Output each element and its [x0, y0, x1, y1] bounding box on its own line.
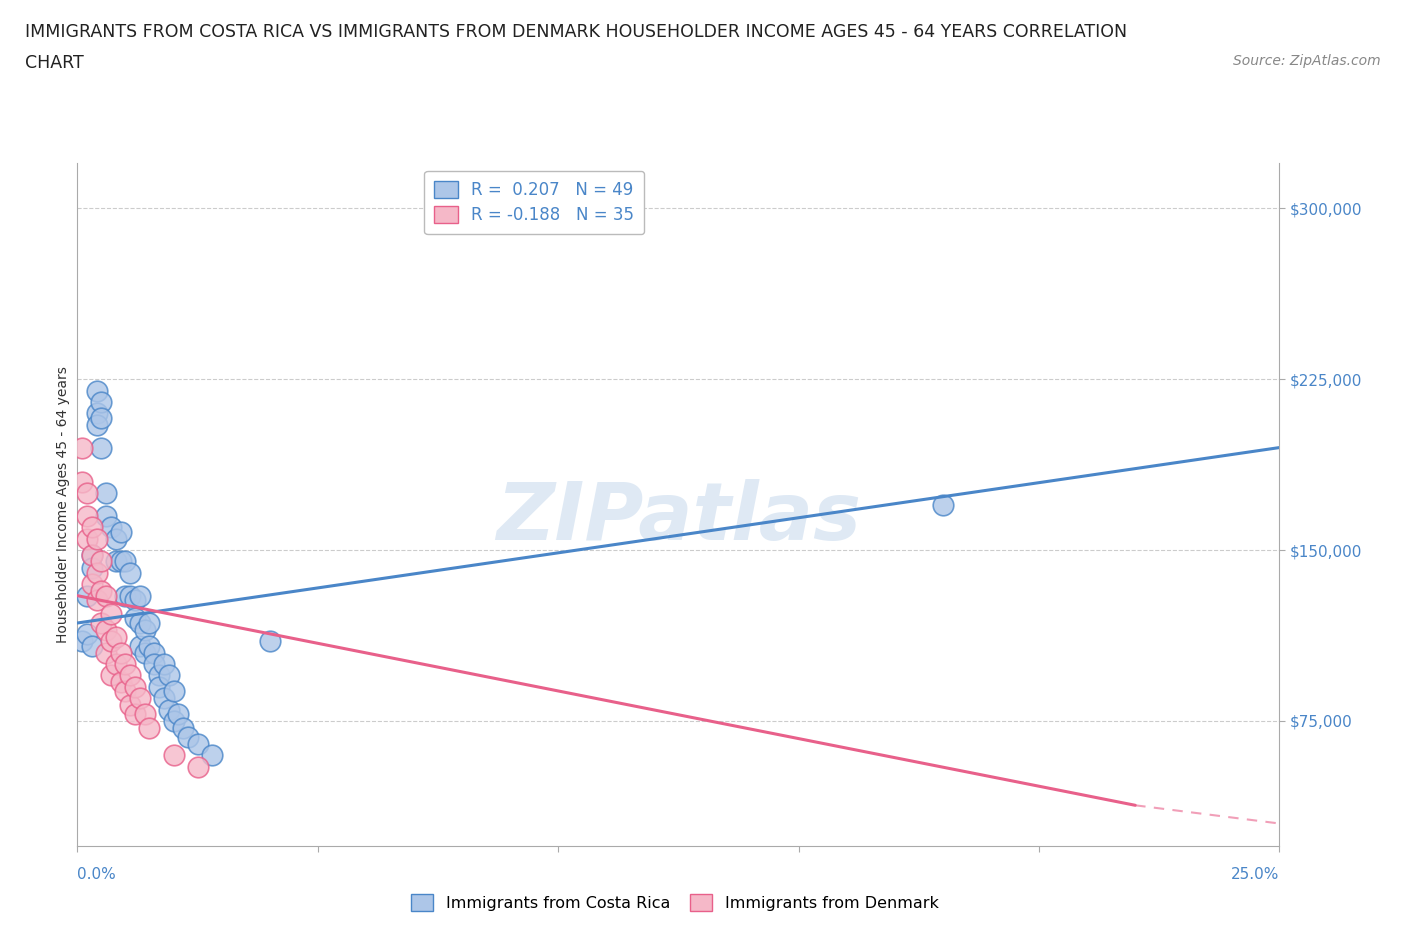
Text: 25.0%: 25.0% [1232, 867, 1279, 882]
Point [104, 554, 127, 569]
Point [114, 554, 136, 569]
Point [120, 565, 142, 580]
Point [100, 668, 122, 683]
Point [80, 547, 103, 562]
Point [104, 531, 127, 546]
Point [76, 627, 98, 642]
Point [96, 645, 118, 660]
Point [120, 589, 142, 604]
Point [148, 668, 170, 683]
Point [104, 657, 127, 671]
Point [90, 584, 112, 599]
Point [80, 638, 103, 653]
Text: IMMIGRANTS FROM COSTA RICA VS IMMIGRANTS FROM DENMARK HOUSEHOLDER INCOME AGES 45: IMMIGRANTS FROM COSTA RICA VS IMMIGRANTS… [25, 23, 1128, 41]
Point [114, 684, 136, 698]
Point [100, 634, 122, 649]
Point [157, 702, 180, 717]
Point [124, 679, 146, 694]
Point [134, 622, 156, 637]
Point [177, 729, 200, 744]
Point [148, 679, 170, 694]
Point [114, 589, 136, 604]
Point [186, 737, 209, 751]
Point [80, 561, 103, 576]
Point [114, 657, 136, 671]
Point [96, 622, 118, 637]
Point [80, 577, 103, 591]
Point [86, 383, 108, 398]
Point [90, 440, 112, 455]
Point [110, 645, 132, 660]
Point [172, 721, 194, 736]
Point [90, 394, 112, 409]
Point [157, 668, 180, 683]
Point [153, 691, 176, 706]
Point [128, 616, 150, 631]
Point [162, 684, 184, 698]
Point [138, 616, 160, 631]
Point [90, 554, 112, 569]
Point [138, 638, 160, 653]
Point [76, 531, 98, 546]
Point [70, 634, 93, 649]
Point [128, 589, 150, 604]
Legend: Immigrants from Costa Rica, Immigrants from Denmark: Immigrants from Costa Rica, Immigrants f… [405, 888, 945, 917]
Point [70, 440, 93, 455]
Point [100, 520, 122, 535]
Text: CHART: CHART [25, 54, 84, 72]
Text: 0.0%: 0.0% [77, 867, 117, 882]
Point [124, 611, 146, 626]
Point [124, 592, 146, 607]
Point [167, 707, 190, 722]
Point [128, 638, 150, 653]
Point [104, 630, 127, 644]
Point [134, 707, 156, 722]
Point [86, 406, 108, 421]
Point [96, 589, 118, 604]
Point [932, 498, 955, 512]
Point [70, 474, 93, 489]
Point [186, 759, 209, 774]
Point [143, 645, 166, 660]
Point [162, 748, 184, 763]
Point [76, 589, 98, 604]
Point [86, 592, 108, 607]
Point [90, 410, 112, 425]
Point [128, 691, 150, 706]
Point [124, 707, 146, 722]
Point [259, 634, 281, 649]
Point [153, 657, 176, 671]
Point [80, 547, 103, 562]
Point [134, 645, 156, 660]
Point [110, 675, 132, 690]
Point [96, 509, 118, 524]
Point [86, 565, 108, 580]
Point [80, 520, 103, 535]
Point [86, 531, 108, 546]
Point [143, 657, 166, 671]
Point [76, 485, 98, 500]
Point [110, 525, 132, 539]
Point [96, 485, 118, 500]
Text: Source: ZipAtlas.com: Source: ZipAtlas.com [1233, 54, 1381, 68]
Point [201, 748, 224, 763]
Point [120, 698, 142, 712]
Text: ZIPatlas: ZIPatlas [496, 479, 860, 557]
Point [100, 606, 122, 621]
Point [76, 509, 98, 524]
Point [138, 721, 160, 736]
Point [110, 554, 132, 569]
Point [162, 713, 184, 728]
Point [90, 616, 112, 631]
Point [86, 418, 108, 432]
Legend: R =  0.207   N = 49, R = -0.188   N = 35: R = 0.207 N = 49, R = -0.188 N = 35 [425, 171, 644, 234]
Point [120, 668, 142, 683]
Y-axis label: Householder Income Ages 45 - 64 years: Householder Income Ages 45 - 64 years [56, 366, 70, 643]
